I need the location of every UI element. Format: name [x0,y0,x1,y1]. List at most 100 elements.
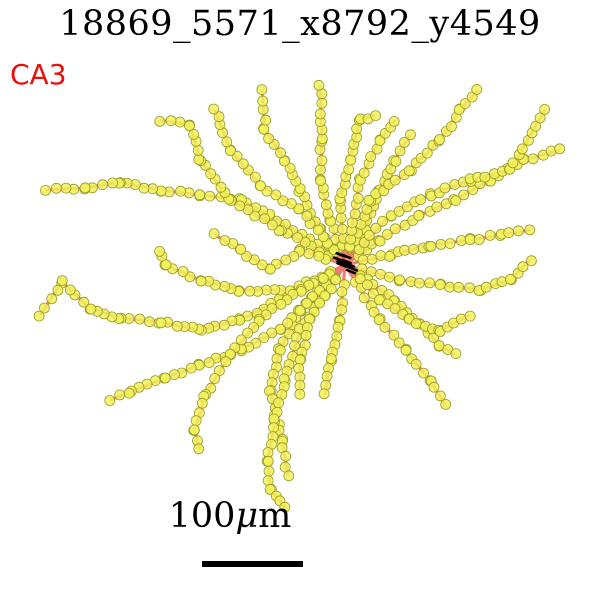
dendrite-node [154,116,166,127]
dendrite-node [256,259,268,271]
soma [332,251,359,275]
dendrite-node [275,298,287,310]
dendrite-node [213,365,225,377]
dendrite-node [394,145,406,157]
dendrite-node [357,254,369,266]
dendrite-node [196,397,208,409]
dendrite-node [263,465,275,477]
dendrite-node [345,154,357,166]
dendrite-node [517,261,529,273]
dendrite-node [374,135,386,147]
scale-unit: m [258,496,292,536]
dendrite-node [393,205,405,217]
dendrite-node [480,281,492,293]
dendrite-node [354,273,366,285]
dendrite-node [368,306,380,318]
dendrite-node [332,321,344,333]
dendrite-node [314,297,326,309]
dendrite-node [114,389,126,401]
dendrite-node [79,182,91,194]
dendrite-node [403,165,415,177]
dendrite-node [413,277,425,289]
dendrite-node [388,116,400,127]
dendrite-node [33,310,45,322]
dendrite-node [464,310,476,322]
dendrite-node [401,201,413,213]
dendrite-node [336,286,348,298]
dendrite-node [78,296,90,308]
dendrite-node [370,222,382,234]
soma-segment [347,265,359,272]
dendrite-node [107,177,118,189]
cell-title: 18869_5571_x8792_y4549 [59,4,541,44]
dendrite-node [316,155,328,166]
dendrite-node [208,228,220,240]
dendrite-node [144,316,155,328]
dendrite-node [413,210,425,221]
dendrite-node [244,285,256,297]
dendrite-node [192,144,204,156]
dendrite-node [373,314,385,326]
dendrite-node [507,157,519,169]
dendrite-node [358,167,370,179]
dendrite-node [335,212,347,224]
dendrite-node [56,275,68,287]
dendrite-node [349,208,361,220]
dendrite-node [209,373,221,384]
dendrite-node [159,372,171,384]
dendrite-node [358,292,370,304]
dendrite-node [208,103,220,115]
dendrite-node [526,255,537,267]
dendrite-node [249,210,261,222]
dendrite-node [431,201,443,213]
dendrite-node [205,168,217,180]
dendrite-node [439,182,451,194]
dendrite-node [365,151,377,162]
dendrite-node [444,238,456,250]
dendrite-node [421,147,433,159]
soma-segment [345,268,357,275]
dendrite-node [418,367,430,379]
dendrite-node [219,235,231,246]
dendrite-node [375,250,387,262]
dendrite-node [313,79,325,91]
dendrite-node [316,97,328,109]
dendrite-node [484,229,496,241]
dendrite-node [534,112,546,124]
dendrite-node [440,398,452,410]
dendrite-node [424,277,436,289]
dendrite-node [321,370,333,382]
dendrite-node [400,344,412,356]
dendrite-node [64,284,76,296]
dendrite-node [389,303,401,315]
dendrite-node [390,155,402,167]
dendrite-node [175,185,187,197]
dendrite-node [241,250,252,262]
dendrite-node [408,243,420,255]
dendrite-node [218,319,230,331]
dendrite-node [283,470,295,482]
dendrite-node [405,129,416,141]
dendrite-node [479,171,491,183]
scale-value: 100 [168,496,236,536]
dendrite-node [389,174,401,186]
dendrite-node [473,234,485,245]
dendrite-node [256,84,268,95]
dendrite-node [435,238,447,250]
dendrite-node [345,233,357,245]
dendrite-node [263,133,275,144]
dendrite-node [188,128,200,140]
dendrite-node [134,313,146,325]
dendrite-node [330,274,342,286]
dendrite-node [60,182,72,194]
dendrite-node [389,223,401,235]
scale-bar-label: 100μm [150,496,310,536]
dendrite-node [394,274,406,286]
dendrite-node [434,279,446,291]
dendrite-node [527,153,539,165]
dendrite-node [471,84,483,95]
dendrite-node [280,254,292,266]
dendrite-node [320,199,332,211]
dendrite-node [303,248,315,260]
dendrite-node [539,104,550,115]
